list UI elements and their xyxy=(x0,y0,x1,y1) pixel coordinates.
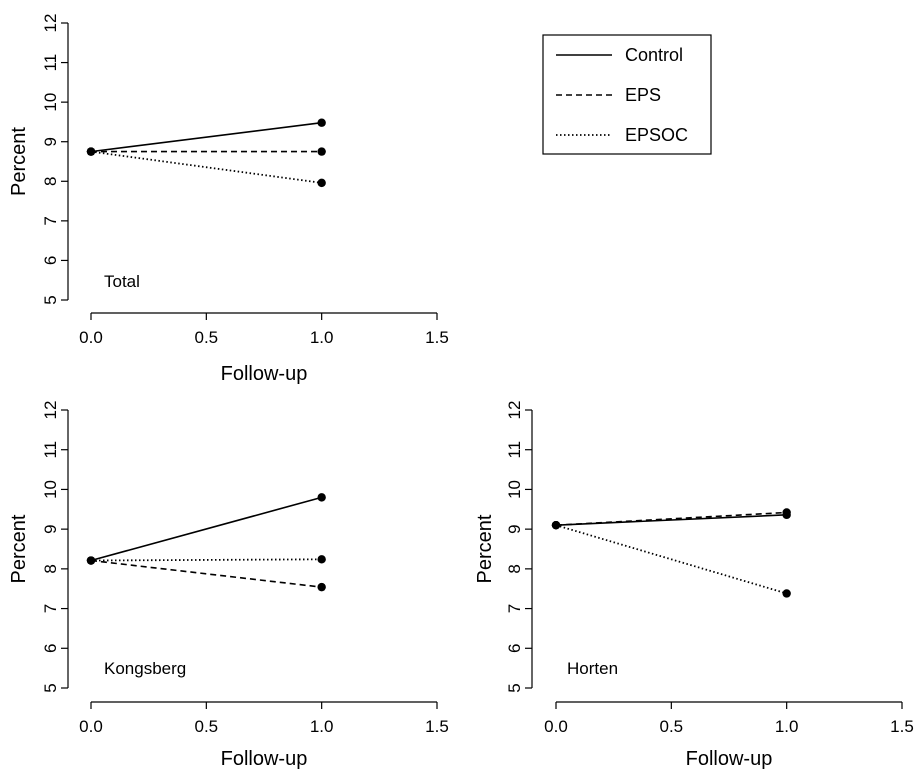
x-tick-label: 0.5 xyxy=(660,717,684,736)
series-line-epsoc xyxy=(555,524,787,595)
panel-kongsberg: 5 6 7 8 9 10 11 12 0.0 0.5 1.0 1.5 Follow-up Percent K… xyxy=(8,401,449,769)
panel-label: Kongsberg xyxy=(104,659,186,678)
y-tick-label: 7 xyxy=(41,216,60,225)
series-line-eps xyxy=(90,559,322,588)
legend-label-control: Control xyxy=(625,45,683,65)
x-tick-label: 0.5 xyxy=(195,717,219,736)
x-tick-label: 1.0 xyxy=(310,717,334,736)
y-tick-label: 6 xyxy=(505,644,524,653)
legend-box xyxy=(542,34,712,155)
y-tick-label: 7 xyxy=(505,604,524,613)
data-point-epsoc xyxy=(317,178,326,188)
y-tick-label: 8 xyxy=(505,564,524,573)
data-point-eps xyxy=(317,147,326,156)
y-tick-label: 8 xyxy=(41,564,60,573)
panel-label: Total xyxy=(104,272,140,291)
x-axis-title: Follow-up xyxy=(221,748,308,769)
y-tick-label: 11 xyxy=(505,441,524,459)
x-tick-label: 1.5 xyxy=(425,717,449,736)
y-axis-title: Percent xyxy=(474,514,496,583)
panel-total: 5 6 7 8 9 10 11 12 0.0 0.5 1.0 1.5 Follow-up Percent T… xyxy=(8,14,449,385)
data-point-eps xyxy=(782,508,791,517)
legend: Control EPS EPSOC xyxy=(542,34,712,155)
y-tick-label: 7 xyxy=(41,604,60,613)
x-tick-label: 0.5 xyxy=(195,328,219,347)
y-axis-title: Percent xyxy=(8,514,30,583)
x-tick-label: 1.0 xyxy=(775,717,799,736)
x-axis-title: Follow-up xyxy=(686,748,773,769)
series-line-epsoc xyxy=(90,558,322,562)
series-line-control xyxy=(90,121,322,153)
x-tick-label: 1.0 xyxy=(310,328,334,347)
legend-label-eps: EPS xyxy=(625,85,661,105)
y-axis-title: Percent xyxy=(8,127,30,196)
panel-label: Horten xyxy=(567,659,618,678)
y-tick-label: 12 xyxy=(41,401,60,420)
series-line-control xyxy=(555,514,787,526)
y-tick-label: 5 xyxy=(41,295,60,304)
data-point-control xyxy=(317,118,326,127)
x-tick-label: 0.0 xyxy=(79,328,103,347)
y-tick-label: 11 xyxy=(41,441,60,459)
panel-horten: 5 6 7 8 9 10 11 12 0.0 0.5 1.0 1.5 Follow-up Percent H… xyxy=(474,401,914,769)
y-tick-label: 12 xyxy=(505,401,524,420)
data-point-epsoc xyxy=(317,555,326,564)
y-tick-label: 6 xyxy=(41,644,60,653)
x-tick-label: 1.5 xyxy=(890,717,914,736)
y-tick-label: 12 xyxy=(41,14,60,33)
y-tick-label: 9 xyxy=(41,137,60,146)
x-axis-title: Follow-up xyxy=(221,363,308,385)
data-point-epsoc xyxy=(86,147,96,156)
y-tick-label: 6 xyxy=(41,256,60,265)
data-point-epsoc xyxy=(86,556,96,565)
x-tick-label: 0.0 xyxy=(544,717,568,736)
y-tick-label: 5 xyxy=(41,683,60,692)
x-tick-label: 1.5 xyxy=(425,328,449,347)
series-line-control xyxy=(90,496,322,562)
y-tick-label: 10 xyxy=(41,480,60,499)
series-line-eps xyxy=(555,511,787,526)
y-tick-label: 10 xyxy=(41,93,60,112)
y-tick-label: 9 xyxy=(41,524,60,533)
y-tick-label: 11 xyxy=(41,54,60,72)
data-point-control xyxy=(317,493,326,502)
data-point-epsoc xyxy=(551,520,561,530)
y-tick-label: 10 xyxy=(505,480,524,499)
y-tick-label: 9 xyxy=(505,524,524,533)
y-tick-label: 5 xyxy=(505,683,524,692)
data-point-epsoc xyxy=(782,589,791,598)
legend-label-epsoc: EPSOC xyxy=(625,125,688,145)
series-line-epsoc xyxy=(90,150,322,184)
data-point-eps xyxy=(317,582,326,592)
y-tick-label: 8 xyxy=(41,177,60,186)
x-tick-label: 0.0 xyxy=(79,717,103,736)
